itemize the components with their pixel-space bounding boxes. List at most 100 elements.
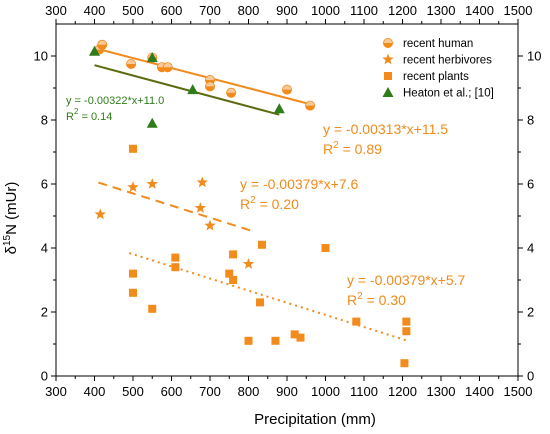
x-tick-label-top: 400 [84,3,106,18]
data-point [273,103,285,114]
marker-outline [226,87,237,98]
data-point [126,59,137,70]
x-tick-label: 1200 [388,384,417,399]
data-point [146,178,158,189]
data-point [321,244,330,252]
legend-label: recent herbivores [403,55,492,67]
r2-value: = 0.20 [256,196,299,212]
annotation-heaton: y = -0.00322*x+11.0R2 = 0.14 [66,95,164,123]
series-circle [94,39,316,111]
marker-outline [281,84,292,95]
data-point [229,250,238,259]
x-tick-label: 800 [238,384,260,399]
marker-outline [305,100,316,111]
marker-outline [162,62,173,73]
fit-equation: y = -0.00379*x+5.7 [347,272,466,288]
x-tick-label: 500 [122,384,144,399]
y-tick-label: 4 [41,241,48,256]
marker-outline [204,81,215,92]
fit-equation: y = -0.00322*x+11.0 [66,95,164,107]
data-point [94,208,106,220]
series-triangle [89,45,285,128]
x-tick-label-top: 1400 [465,3,494,18]
data-point [162,62,173,73]
marker-highlight [226,88,236,93]
legend-label: recent human [403,38,473,50]
data-point [129,144,137,153]
x-tick-label-top: 700 [199,3,221,18]
x-tick-label-top: 600 [161,3,183,18]
r2-superscript: 2 [357,291,363,302]
axes-frame: 3003004004005005006006007007008008009009… [34,3,542,399]
marker-outline [126,59,137,70]
x-tick-label-top: 300 [45,3,67,18]
data-point [97,39,108,50]
y-tick-label: 2 [41,305,48,320]
fit-line [98,181,253,232]
legend-marker [382,38,393,49]
fit-line [94,47,315,107]
legend-marker [384,72,392,80]
data-point [187,84,199,95]
x-tick-label: 1400 [465,384,494,399]
annotation-herb: y = -0.00379*x+7.6 R2 = 0.20 [240,176,359,212]
y-tick-label-right: 8 [527,113,534,128]
y-axis-title: δ15N (mUr) [2,182,20,255]
y-axis-title-symbol: δ [3,246,20,254]
y-tick-label: 8 [41,113,48,128]
fit-r-squared: R2 = 0.20 [240,195,299,212]
data-point [225,269,234,278]
marker-highlight [126,59,136,64]
x-tick-label-top: 1300 [427,3,456,18]
legend-marker [382,87,394,97]
data-point [204,81,215,92]
x-tick-label-top: 1000 [311,3,340,18]
data-point [242,258,255,269]
fit-r-squared: R2 = 0.89 [323,140,382,157]
marker-highlight [205,75,215,80]
data-point [146,117,158,128]
data-point [257,240,266,249]
y-tick-label-right: 10 [527,49,541,64]
y-axis-title-superscript: 15 [2,234,13,246]
data-point [146,52,158,63]
x-axis-title: Precipitation (mm) [254,411,376,428]
r2-superscript: 2 [333,140,339,151]
marker-highlight [97,40,107,45]
r2-superscript: 2 [74,107,79,116]
data-point [281,84,292,95]
y-tick-label-right: 0 [527,369,534,384]
marker-outline [382,38,393,49]
marker-highlight [163,62,173,68]
y-axis-title-rest: N (mUr) [3,182,20,235]
x-tick-label: 1500 [504,384,533,399]
x-tick-label: 1300 [427,384,456,399]
x-tick-label-top: 1100 [350,3,378,18]
data-point [256,298,265,307]
data-point [402,317,411,326]
x-tick-label: 300 [45,384,67,399]
data-point [400,359,409,368]
x-tick-label: 700 [199,384,221,399]
y-tick-label: 10 [34,49,48,64]
data-point [89,45,100,56]
data-point [194,202,207,213]
x-tick-label-top: 900 [276,3,298,18]
marker-highlight [282,84,292,90]
fit-annotations: y = -0.00313*x+11.5R2 = 0.89y = -0.00379… [66,95,466,308]
data-point [402,327,411,336]
x-tick-label: 600 [161,384,183,399]
r2-prefix: R [240,196,250,212]
fit-line [94,64,280,116]
y-tick-label: 0 [41,369,48,384]
x-tick-label-top: 800 [238,3,260,18]
legend: recent human recent herbivores recent plan… [382,38,494,100]
series-square [129,144,411,368]
fit-r-squared: R2 = 0.14 [66,107,112,123]
r2-prefix: R [66,111,74,123]
data-point [229,276,238,284]
data-points [89,39,411,368]
r2-value: = 0.89 [339,141,382,157]
fit-r-squared: R2 = 0.30 [347,291,406,308]
x-tick-label: 900 [276,384,298,399]
